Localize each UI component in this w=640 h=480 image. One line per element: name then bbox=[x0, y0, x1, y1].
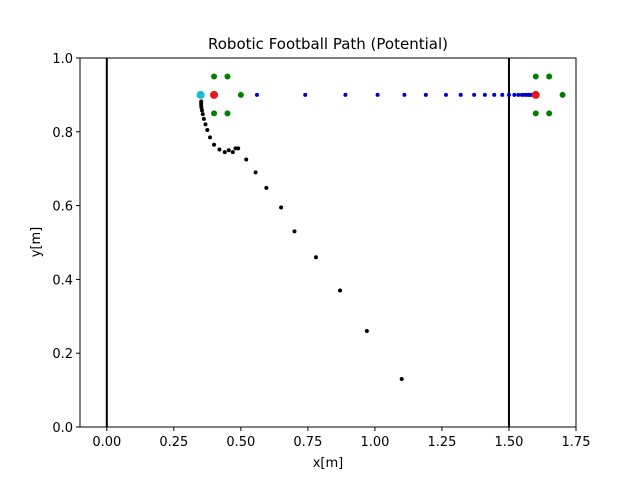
x-tick-label: 0.00 bbox=[92, 435, 121, 450]
point-0-5 bbox=[279, 205, 284, 210]
point-2-1 bbox=[224, 73, 231, 80]
series-2 bbox=[211, 73, 566, 117]
point-0-14 bbox=[217, 147, 222, 152]
point-1-10 bbox=[492, 92, 497, 97]
point-1-6 bbox=[443, 92, 448, 97]
point-0-6 bbox=[264, 185, 269, 190]
point-0-17 bbox=[205, 127, 210, 132]
point-0-3 bbox=[313, 255, 318, 260]
point-0-12 bbox=[226, 148, 231, 153]
point-1-12 bbox=[506, 92, 511, 97]
point-0-7 bbox=[253, 170, 258, 175]
point-2-5 bbox=[532, 73, 539, 80]
point-2-7 bbox=[559, 91, 566, 98]
point-2-0 bbox=[211, 73, 218, 80]
series-0 bbox=[199, 99, 404, 382]
point-0-13 bbox=[222, 150, 227, 155]
point-2-9 bbox=[546, 110, 553, 117]
x-axis-label: x[m] bbox=[313, 456, 344, 471]
x-tick-label: 1.25 bbox=[427, 435, 456, 450]
point-3-1 bbox=[531, 90, 540, 99]
point-1-13 bbox=[512, 92, 517, 97]
chart-title: Robotic Football Path (Potential) bbox=[208, 35, 448, 53]
point-2-8 bbox=[532, 110, 539, 117]
series-3 bbox=[210, 90, 540, 99]
point-3-0 bbox=[210, 90, 219, 99]
x-tick-label: 0.75 bbox=[293, 435, 322, 450]
point-0-4 bbox=[292, 229, 297, 234]
point-0-25 bbox=[199, 99, 204, 104]
x-tick-label: 0.25 bbox=[159, 435, 188, 450]
point-0-18 bbox=[203, 122, 208, 127]
x-tick-label: 1.75 bbox=[562, 435, 591, 450]
point-1-5 bbox=[423, 92, 428, 97]
point-1-7 bbox=[458, 92, 463, 97]
series-1 bbox=[254, 92, 534, 97]
point-0-16 bbox=[208, 135, 213, 140]
point-1-9 bbox=[482, 92, 487, 97]
series-4 bbox=[196, 90, 205, 99]
y-tick-label: 0.8 bbox=[52, 126, 73, 141]
y-axis-label: y[m] bbox=[29, 227, 44, 258]
point-2-3 bbox=[211, 110, 218, 117]
x-tick-label: 1.00 bbox=[360, 435, 389, 450]
point-0-10 bbox=[233, 146, 238, 151]
y-tick-label: 1.0 bbox=[52, 52, 73, 67]
y-tick-label: 0.2 bbox=[52, 347, 73, 362]
point-1-1 bbox=[303, 92, 308, 97]
point-0-8 bbox=[244, 157, 249, 162]
axis-ticks: 0.00 0.25 0.50 0.75 1.00 1.25 1.50 1.75 0.0 0.2 0.… bbox=[52, 52, 590, 450]
point-2-2 bbox=[237, 91, 244, 98]
point-1-4 bbox=[402, 92, 407, 97]
point-1-2 bbox=[343, 92, 348, 97]
point-2-4 bbox=[224, 110, 231, 117]
plot-area bbox=[105, 58, 566, 427]
axes-frame bbox=[79, 57, 577, 428]
point-1-0 bbox=[254, 92, 259, 97]
point-0-21 bbox=[199, 108, 204, 113]
point-2-6 bbox=[546, 73, 553, 80]
y-tick-label: 0.0 bbox=[52, 421, 73, 436]
point-0-2 bbox=[338, 288, 343, 293]
point-1-8 bbox=[472, 92, 477, 97]
point-0-1 bbox=[364, 329, 369, 334]
y-tick-label: 0.4 bbox=[52, 273, 73, 288]
x-tick-label: 1.50 bbox=[494, 435, 523, 450]
point-0-19 bbox=[201, 116, 206, 121]
point-1-11 bbox=[500, 92, 505, 97]
point-1-14 bbox=[516, 92, 521, 97]
point-0-11 bbox=[230, 150, 235, 155]
point-1-3 bbox=[375, 92, 380, 97]
point-4-0 bbox=[196, 90, 205, 99]
point-0-15 bbox=[212, 142, 217, 147]
point-0-20 bbox=[200, 112, 205, 117]
y-tick-label: 0.6 bbox=[52, 200, 73, 215]
x-tick-label: 0.50 bbox=[226, 435, 255, 450]
point-0-0 bbox=[399, 377, 404, 382]
